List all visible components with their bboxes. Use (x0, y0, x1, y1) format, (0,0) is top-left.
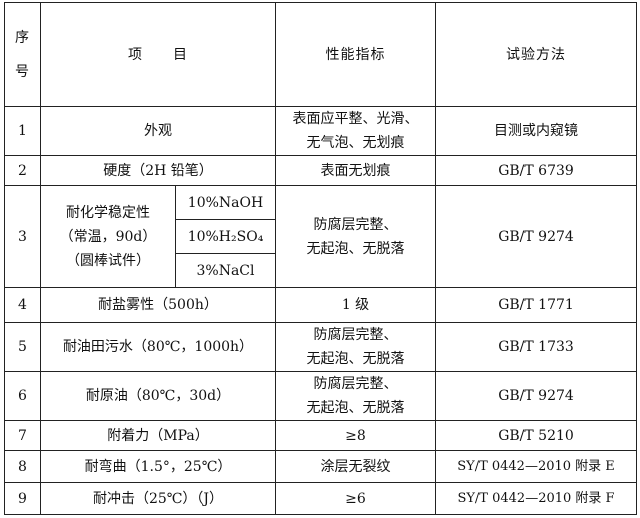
row-spec: 防腐层完整、 无起泡、无脱落 (275, 185, 436, 288)
row-item: 耐原油（80℃，30d） (40, 371, 276, 421)
header-spec: 性能指标 (275, 2, 436, 107)
row-item: 耐冲击（25℃）（J） (40, 482, 276, 515)
row-spec: 1 级 (275, 287, 436, 323)
header-method: 试验方法 (435, 2, 637, 107)
spec-line: 无起泡、无脱落 (306, 351, 405, 367)
row-spec: ≥8 (275, 420, 436, 451)
row-item: 耐油田污水（80℃，1000h） (40, 322, 276, 372)
table-row: 1 外观 表面应平整、光滑、 无气泡、无划痕 目测或内窥镜 (4, 106, 637, 156)
row-item: 耐盐雾性（500h） (40, 287, 276, 323)
table-row: 4 耐盐雾性（500h） 1 级 GB/T 1771 (4, 287, 637, 323)
spec-line: 无起泡、无脱落 (306, 400, 405, 416)
spec-line: 无气泡、无划痕 (306, 135, 405, 151)
table-row: 6 耐原油（80℃，30d） 防腐层完整、 无起泡、无脱落 GB/T 9274 (4, 371, 637, 421)
header-row: 序号 项 目 性能指标 试验方法 (4, 2, 637, 107)
row-no: 8 (4, 450, 41, 483)
table-subrow: 3%NaCl (5, 253, 637, 288)
row-method: GB/T 9274 (435, 371, 637, 421)
spec-line: 无起泡、无脱落 (306, 240, 405, 257)
row-no: 3 (4, 185, 41, 288)
row-method: GB/T 6739 (435, 155, 637, 186)
table-row: 9 耐冲击（25℃）（J） ≥6 SY/T 0442—2010 附录 F (4, 482, 637, 515)
row-method: GB/T 1733 (435, 322, 637, 372)
item-line: （常温，90d） (59, 228, 157, 245)
row-method: SY/T 0442—2010 附录 F (435, 482, 637, 515)
row-method: GB/T 5210 (435, 420, 637, 451)
header-item: 项 目 (40, 2, 276, 107)
row-item: 耐弯曲（1.5°，25℃） (40, 450, 276, 483)
subitem: 10%H₂SO₄ (175, 219, 276, 254)
table-row: 7 附着力（MPa） ≥8 GB/T 5210 (4, 420, 637, 451)
header-no-1: 序 (15, 29, 30, 46)
row-item: 附着力（MPa） (40, 420, 276, 451)
properties-table: 序号 项 目 性能指标 试验方法 1 外观 表面应平整、光滑、 无气泡、无划痕 目… (4, 2, 637, 515)
spec-line: 防腐层完整、 (313, 216, 398, 233)
row-method: GB/T 9274 (435, 185, 637, 288)
row-no: 1 (4, 106, 41, 156)
spec-line: 表面应平整、光滑、 (292, 111, 419, 127)
header-no-2: 号 (15, 63, 30, 80)
row-spec: ≥6 (275, 482, 436, 515)
row-item: 硬度（2H 铅笔） (40, 155, 276, 186)
row-method: GB/T 1771 (435, 287, 637, 323)
row-item: 外观 (40, 106, 276, 156)
row-no: 9 (4, 482, 41, 515)
table-subrow: 10%H₂SO₄ (5, 219, 637, 254)
header-no: 序号 (4, 2, 41, 107)
row-spec: 防腐层完整、 无起泡、无脱落 (275, 371, 436, 421)
row-spec: 涂层无裂纹 (275, 450, 436, 483)
row-spec: 表面应平整、光滑、 无气泡、无划痕 (275, 106, 436, 156)
row-spec: 防腐层完整、 无起泡、无脱落 (275, 322, 436, 372)
row-no: 5 (4, 322, 41, 372)
row-method: SY/T 0442—2010 附录 E (435, 450, 637, 483)
row-no: 7 (4, 420, 41, 451)
row-item: 耐化学稳定性 （常温，90d） （圆棒试件） (40, 185, 176, 288)
item-line: 耐化学稳定性 (66, 204, 150, 221)
spec-line: 防腐层完整、 (313, 327, 398, 343)
subitem: 3%NaCl (175, 253, 276, 288)
row-spec: 表面无划痕 (275, 155, 436, 186)
table-row: 3 耐化学稳定性 （常温，90d） （圆棒试件） 10%NaOH 防腐层完整、 无起泡… (4, 185, 637, 288)
row-no: 4 (4, 287, 41, 323)
table-row: 2 硬度（2H 铅笔） 表面无划痕 GB/T 6739 (4, 155, 637, 186)
subitem: 10%NaOH (175, 185, 276, 220)
row-method: 目测或内窥镜 (435, 106, 637, 156)
row-no: 2 (4, 155, 41, 186)
spec-line: 防腐层完整、 (313, 376, 398, 392)
table-row: 5 耐油田污水（80℃，1000h） 防腐层完整、 无起泡、无脱落 GB/T 17… (4, 322, 637, 372)
table-row: 8 耐弯曲（1.5°，25℃） 涂层无裂纹 SY/T 0442—2010 附录 … (4, 450, 637, 483)
item-line: （圆棒试件） (66, 252, 150, 269)
row-no: 6 (4, 371, 41, 421)
